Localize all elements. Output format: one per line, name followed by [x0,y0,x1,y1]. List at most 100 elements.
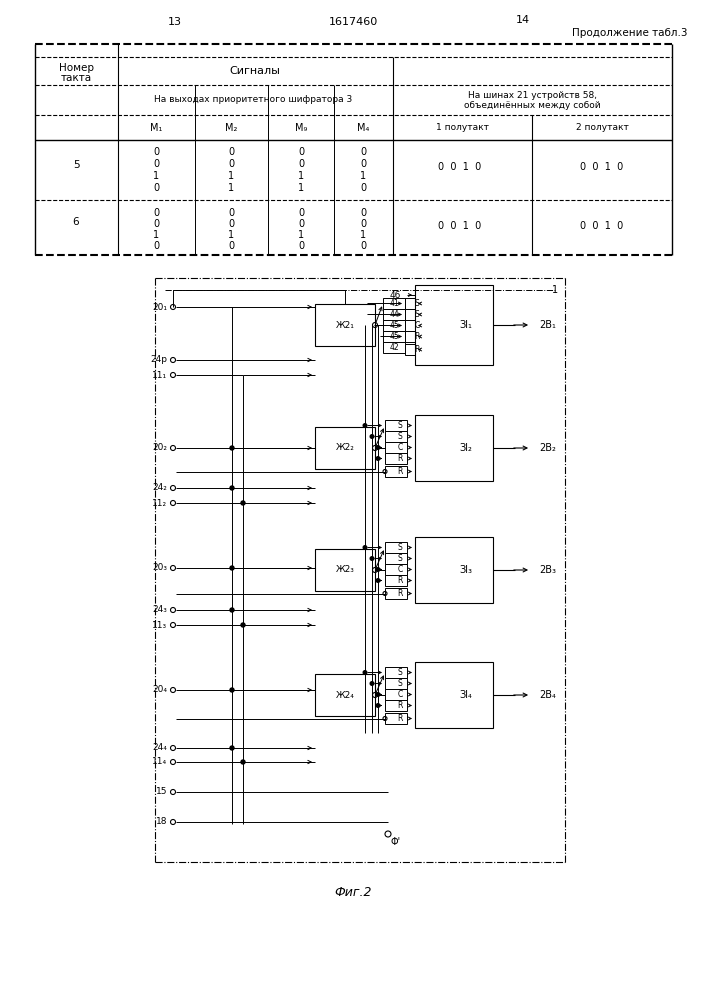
Text: 41: 41 [389,299,399,308]
Bar [385,700,407,711]
Circle shape [230,486,234,490]
Circle shape [241,760,245,764]
Text: Ж2₄: Ж2₄ [336,690,354,700]
Circle shape [230,566,234,570]
Text: 0: 0 [153,241,159,251]
Text: S: S [414,299,419,308]
Text: 14: 14 [516,15,530,25]
Circle shape [376,579,380,582]
Circle shape [230,608,234,612]
Bar [415,285,493,365]
Text: 0: 0 [228,219,234,229]
Circle shape [376,446,380,449]
Text: 1: 1 [360,171,366,181]
Text: 20₄: 20₄ [152,686,167,694]
Text: 46: 46 [390,290,401,300]
Text: 0  0  1  0: 0 0 1 0 [438,221,481,231]
Bar [385,431,407,442]
Text: S: S [414,310,419,319]
Text: S: S [397,679,402,688]
Text: 0: 0 [360,147,366,157]
Text: 45: 45 [389,321,399,330]
Text: 0  0  1  0: 0 0 1 0 [438,162,481,172]
Bar [315,549,375,591]
Text: 0: 0 [298,241,304,251]
Text: 1: 1 [298,171,304,181]
Text: M₄: M₄ [357,123,369,133]
Text: 20₁: 20₁ [152,302,167,312]
Bar [385,588,407,599]
Text: 11₄: 11₄ [152,758,167,766]
Text: S: S [397,554,402,563]
Text: 0: 0 [298,159,304,169]
Text: 0: 0 [153,183,159,193]
Bar [405,344,423,355]
Text: 11₂: 11₂ [152,498,167,508]
Text: Зl₄: Зl₄ [460,690,472,700]
Bar [385,542,407,553]
Bar [385,453,407,464]
Text: объединённых между собой: объединённых между собой [464,102,600,110]
Text: 2В₃: 2В₃ [539,565,556,575]
Bar [383,298,405,309]
Text: Зl₃: Зl₃ [460,565,472,575]
Text: 1: 1 [360,230,366,240]
Circle shape [230,746,234,750]
Text: 11₁: 11₁ [152,370,167,379]
Text: 1 полутакт: 1 полутакт [436,123,489,132]
Text: C: C [397,443,402,452]
Bar [385,678,407,689]
Bar [385,442,407,453]
Circle shape [363,424,367,427]
Text: Зl₁: Зl₁ [460,320,472,330]
Text: Ж2₃: Ж2₃ [336,566,354,574]
Text: 18: 18 [156,818,167,826]
Text: Фиг.2: Фиг.2 [334,886,372,898]
Text: C: C [397,690,402,699]
Bar [383,342,405,353]
Text: 1: 1 [153,230,159,240]
Text: M₉: M₉ [295,123,307,133]
Text: S: S [397,421,402,430]
Text: 0: 0 [153,219,159,229]
Circle shape [363,671,367,674]
Text: 1: 1 [552,285,558,295]
Bar [415,662,493,728]
Text: 0: 0 [360,219,366,229]
Text: M₁: M₁ [150,123,162,133]
Text: 20₂: 20₂ [152,444,167,452]
Text: Ж2₂: Ж2₂ [336,444,354,452]
Text: 0: 0 [153,159,159,169]
Text: 0: 0 [228,241,234,251]
Text: 15: 15 [156,788,167,796]
Circle shape [376,704,380,707]
Bar [405,309,423,320]
Bar [385,420,407,431]
Circle shape [376,693,380,696]
Text: R: R [397,576,403,585]
Text: R: R [397,467,403,476]
Bar [385,466,407,477]
Text: R: R [414,332,420,341]
Text: 0  0  1  0: 0 0 1 0 [580,221,624,231]
Text: 13: 13 [168,17,182,27]
Circle shape [241,501,245,505]
Bar [315,427,375,469]
Text: 24₃: 24₃ [152,605,167,614]
Text: Ж2₁: Ж2₁ [336,320,354,330]
Text: 1617460: 1617460 [328,17,378,27]
Circle shape [370,682,374,685]
Text: 2 полутакт: 2 полутакт [575,123,629,132]
Text: 24₄: 24₄ [152,744,167,752]
Bar [385,575,407,586]
Bar [415,415,493,481]
Text: C: C [397,565,402,574]
Text: 1: 1 [228,171,234,181]
Text: R: R [397,714,403,723]
Circle shape [370,435,374,438]
Circle shape [230,688,234,692]
Bar [385,713,407,724]
Bar [385,553,407,564]
Text: 1: 1 [298,230,304,240]
Text: S: S [397,668,402,677]
